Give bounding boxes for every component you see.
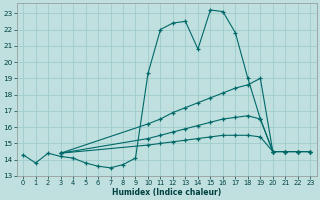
X-axis label: Humidex (Indice chaleur): Humidex (Indice chaleur) <box>112 188 221 197</box>
